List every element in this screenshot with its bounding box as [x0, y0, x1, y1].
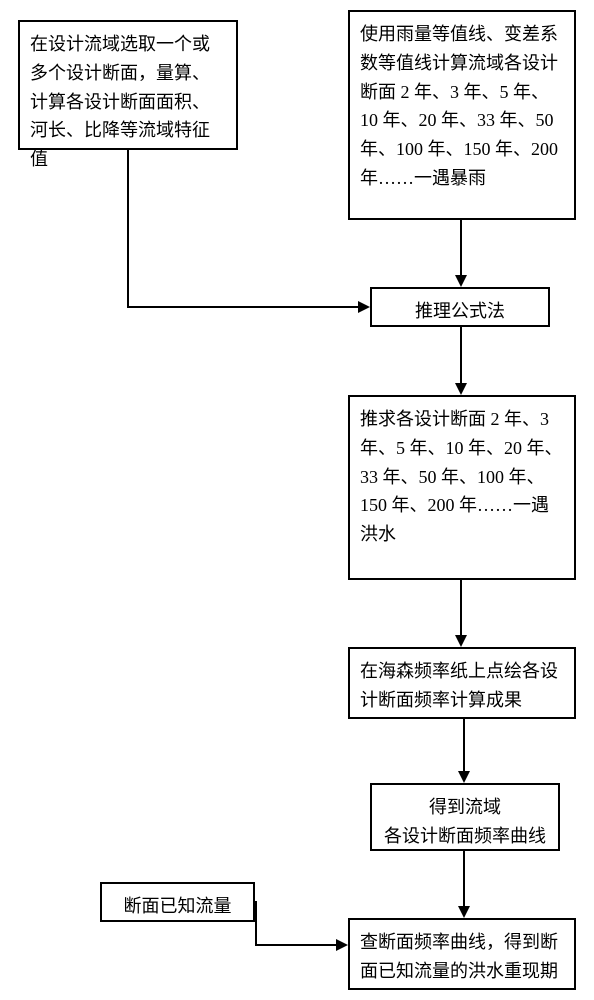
- node-rational-formula: 推理公式法: [370, 287, 550, 327]
- node-basin-characteristics: 在设计流域选取一个或多个设计断面，量算、计算各设计断面面积、河长、比降等流域特征…: [18, 20, 238, 150]
- node-text: 在设计流域选取一个或多个设计断面，量算、计算各设计断面面积、河长、比降等流域特征…: [30, 34, 210, 169]
- node-known-flow: 断面已知流量: [100, 882, 255, 922]
- node-text: 推理公式法: [415, 301, 505, 321]
- node-text: 断面已知流量: [124, 896, 232, 916]
- node-text-line1: 得到流域: [429, 797, 501, 817]
- node-derive-flood: 推求各设计断面 2 年、3年、5 年、10 年、20 年、33 年、50 年、1…: [348, 395, 576, 580]
- node-text: 在海森频率纸上点绘各设计断面频率计算成果: [360, 661, 558, 710]
- edge-n3-n4-arrow: [455, 383, 467, 395]
- node-return-period: 查断面频率曲线，得到断面已知流量的洪水重现期: [348, 918, 576, 990]
- edge-n7-n8-arrow: [336, 939, 348, 951]
- edge-n1-n3-v: [127, 150, 129, 307]
- edge-n4-n5-arrow: [455, 635, 467, 647]
- edge-n6-n8: [463, 851, 465, 906]
- edge-n1-n3-arrow: [358, 301, 370, 313]
- node-text-line2: 各设计断面频率曲线: [384, 826, 546, 846]
- edge-n1-n3-h: [127, 306, 358, 308]
- edge-n5-n6-arrow: [458, 771, 470, 783]
- edge-n4-n5: [460, 580, 462, 635]
- edge-n2-n3: [460, 220, 462, 275]
- node-hazen-paper: 在海森频率纸上点绘各设计断面频率计算成果: [348, 647, 576, 719]
- edge-n3-n4: [460, 327, 462, 383]
- edge-n6-n8-arrow: [458, 906, 470, 918]
- node-frequency-curve: 得到流域 各设计断面频率曲线: [370, 783, 560, 851]
- edge-n5-n6: [463, 719, 465, 771]
- edge-n7-n8-h: [255, 901, 257, 945]
- node-text: 查断面频率曲线，得到断面已知流量的洪水重现期: [360, 932, 558, 981]
- node-rainfall-contour: 使用雨量等值线、变差系数等值线计算流域各设计断面 2 年、3 年、5 年、10 …: [348, 10, 576, 220]
- node-text: 使用雨量等值线、变差系数等值线计算流域各设计断面 2 年、3 年、5 年、10 …: [360, 24, 558, 188]
- edge-n2-n3-arrow: [455, 275, 467, 287]
- edge-n7-n8-h2: [255, 944, 336, 946]
- node-text: 推求各设计断面 2 年、3年、5 年、10 年、20 年、33 年、50 年、1…: [360, 409, 563, 544]
